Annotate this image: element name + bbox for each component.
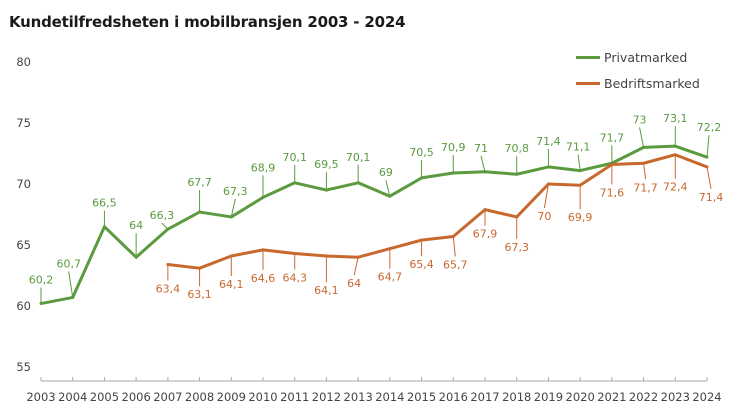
data-label: 60,7 xyxy=(56,257,81,270)
data-label: 64,6 xyxy=(251,272,276,285)
data-label-leader xyxy=(706,166,712,190)
data-label-leader xyxy=(577,154,581,171)
data-label: 69,9 xyxy=(568,211,593,224)
x-tick-label: 2013 xyxy=(344,390,373,404)
x-tick-label: 2011 xyxy=(280,390,309,404)
data-label-leader xyxy=(385,180,391,197)
data-label: 64,3 xyxy=(282,272,307,285)
x-tick-label: 2014 xyxy=(375,390,404,404)
data-label-leader xyxy=(543,183,549,209)
data-label: 70,5 xyxy=(409,146,434,159)
data-label: 70,9 xyxy=(441,141,466,154)
data-label: 70,8 xyxy=(504,142,529,155)
data-label: 69 xyxy=(379,166,393,179)
legend-item-bedriftsmarked: Bedriftsmarked xyxy=(576,72,700,95)
x-tick-label: 2016 xyxy=(439,390,468,404)
chart-title: Kundetilfredsheten i mobilbransjen 2003 … xyxy=(9,13,406,31)
x-tick-label: 2006 xyxy=(122,390,151,404)
legend-label-bedriftsmarked: Bedriftsmarked xyxy=(604,76,700,91)
data-label: 67,3 xyxy=(223,185,248,198)
data-label: 64 xyxy=(347,277,361,290)
legend: Privatmarked Bedriftsmarked xyxy=(576,46,700,98)
data-label: 71,4 xyxy=(699,191,724,204)
data-label: 65,7 xyxy=(443,258,468,271)
x-tick-label: 2009 xyxy=(217,390,246,404)
data-label: 64 xyxy=(129,219,143,232)
data-label: 67,7 xyxy=(187,176,212,189)
data-label: 63,1 xyxy=(187,288,212,301)
data-label: 72,2 xyxy=(697,121,722,134)
data-label-leader xyxy=(639,127,645,148)
x-tick-label: 2008 xyxy=(185,390,214,404)
data-label-leader xyxy=(230,198,236,218)
x-tick-label: 2005 xyxy=(90,390,119,404)
data-label: 72,4 xyxy=(663,181,688,194)
data-label: 70,1 xyxy=(346,151,371,164)
y-tick-label: 60 xyxy=(16,299,31,313)
data-label-leader xyxy=(706,135,710,158)
y-tick-label: 80 xyxy=(16,55,31,69)
x-tick-label: 2024 xyxy=(692,390,721,404)
data-label-leader xyxy=(161,222,169,230)
y-tick-label: 70 xyxy=(16,177,31,191)
data-label: 71,6 xyxy=(600,186,625,199)
x-tick-label: 2003 xyxy=(26,390,55,404)
x-tick-label: 2018 xyxy=(502,390,531,404)
legend-label-privatmarked: Privatmarked xyxy=(604,50,688,65)
x-tick-label: 2010 xyxy=(248,390,277,404)
data-label: 71,7 xyxy=(600,131,625,144)
data-label-leader xyxy=(452,236,456,257)
data-label: 71,7 xyxy=(633,181,658,194)
data-label: 66,5 xyxy=(92,197,117,210)
x-tick-label: 2022 xyxy=(629,390,658,404)
data-label: 67,9 xyxy=(473,228,498,241)
data-label-leader xyxy=(643,163,647,180)
data-label: 70 xyxy=(537,210,551,223)
legend-item-privatmarked: Privatmarked xyxy=(576,46,700,69)
data-label-leader xyxy=(68,271,74,298)
data-label: 64,1 xyxy=(219,278,244,291)
x-tick-label: 2019 xyxy=(534,390,563,404)
data-label: 73,1 xyxy=(663,112,688,125)
legend-swatch-bedriftsmarked xyxy=(576,82,600,85)
data-label: 65,4 xyxy=(409,258,434,271)
data-label: 71,4 xyxy=(536,135,561,148)
series-line-bedriftsmarked xyxy=(167,153,708,270)
x-tick-label: 2023 xyxy=(661,390,690,404)
y-tick-label: 65 xyxy=(16,238,31,252)
data-label: 64,1 xyxy=(314,284,339,297)
data-label: 64,7 xyxy=(378,271,403,284)
x-tick-label: 2004 xyxy=(58,390,87,404)
data-label: 73 xyxy=(633,113,647,126)
data-point xyxy=(324,254,328,258)
data-label: 68,9 xyxy=(251,161,276,174)
data-point xyxy=(229,254,233,258)
data-label-leader xyxy=(480,155,486,172)
x-tick-label: 2007 xyxy=(153,390,182,404)
y-tick-label: 55 xyxy=(16,360,31,374)
x-tick-label: 2020 xyxy=(566,390,595,404)
data-label: 66,3 xyxy=(150,209,175,222)
data-label: 70,1 xyxy=(282,151,307,164)
data-label: 69,5 xyxy=(314,158,339,171)
data-label: 63,4 xyxy=(156,283,181,296)
x-tick-label: 2021 xyxy=(597,390,626,404)
data-label: 67,3 xyxy=(504,241,529,254)
data-label: 60,2 xyxy=(29,274,54,287)
series-line-privatmarked xyxy=(40,144,708,306)
y-tick-label: 75 xyxy=(16,116,31,130)
legend-swatch-privatmarked xyxy=(576,56,600,59)
x-tick-label: 2012 xyxy=(312,390,341,404)
data-label: 71 xyxy=(474,142,488,155)
data-label: 71,1 xyxy=(566,141,591,154)
x-tick-label: 2017 xyxy=(470,390,499,404)
data-label-leader xyxy=(353,257,359,276)
x-tick-label: 2015 xyxy=(407,390,436,404)
